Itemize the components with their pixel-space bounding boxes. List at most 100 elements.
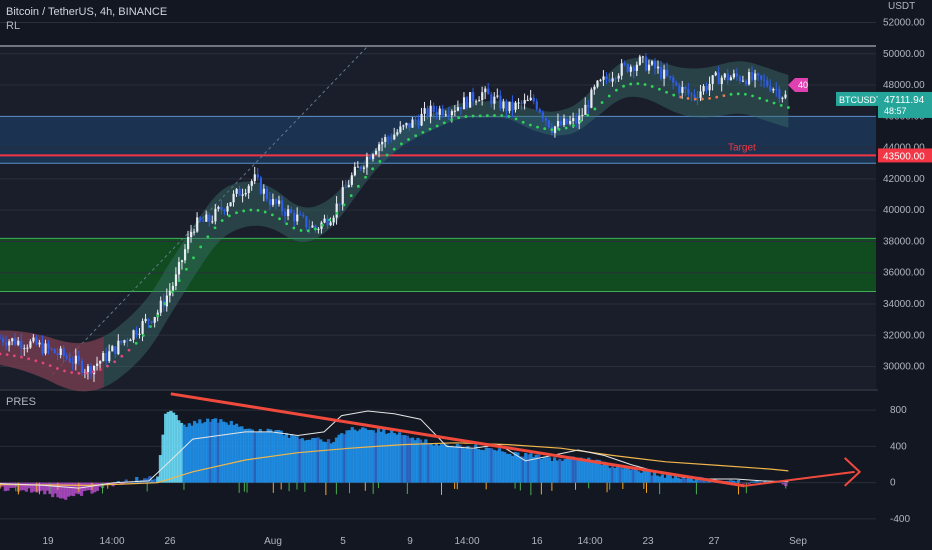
pres-bar bbox=[166, 411, 170, 483]
pres-bar bbox=[563, 459, 567, 483]
candle bbox=[711, 75, 714, 84]
pres-bar bbox=[390, 429, 394, 483]
pres-bar bbox=[397, 432, 402, 483]
candle bbox=[65, 356, 68, 359]
pres-bar bbox=[282, 435, 286, 483]
rl-dot bbox=[77, 371, 81, 375]
candle bbox=[653, 61, 657, 69]
pres-bar bbox=[705, 481, 709, 483]
candle bbox=[529, 97, 532, 101]
rl-dot bbox=[285, 222, 289, 226]
candle bbox=[180, 260, 184, 263]
rl-dot bbox=[787, 106, 790, 109]
pres-bar bbox=[468, 448, 473, 483]
rl-dot bbox=[435, 124, 439, 128]
pres-bar bbox=[240, 426, 244, 483]
pres-bar bbox=[545, 457, 549, 483]
pres-bar bbox=[19, 482, 23, 491]
price-badge bbox=[878, 91, 932, 118]
candle bbox=[587, 104, 590, 108]
candle bbox=[499, 95, 502, 109]
rl-dot bbox=[693, 97, 697, 101]
main-pane bbox=[0, 45, 876, 390]
candle bbox=[205, 214, 208, 222]
candle bbox=[302, 214, 305, 217]
candle bbox=[114, 346, 117, 355]
pres-bar bbox=[192, 420, 197, 483]
pres-bar bbox=[187, 423, 191, 483]
candle bbox=[341, 187, 344, 205]
x-tick-label: 14:00 bbox=[454, 536, 479, 547]
pres-bar bbox=[610, 466, 615, 483]
y-tick-label: 34000.00 bbox=[883, 299, 925, 310]
pres-bar bbox=[232, 424, 236, 483]
x-tick-label: 5 bbox=[340, 536, 346, 547]
rl-dot bbox=[414, 134, 418, 138]
candle bbox=[171, 285, 175, 291]
candle bbox=[38, 342, 41, 345]
rl-dot bbox=[356, 184, 360, 188]
candle bbox=[535, 101, 538, 110]
rl-dot bbox=[700, 97, 704, 101]
pres-bar bbox=[618, 465, 622, 483]
pres-bar bbox=[602, 461, 607, 483]
candle bbox=[744, 80, 748, 85]
candle bbox=[450, 111, 454, 116]
candle bbox=[150, 321, 153, 323]
rl-dot bbox=[84, 371, 88, 375]
pres-bar bbox=[124, 479, 128, 483]
pres-bar bbox=[24, 482, 28, 492]
candle bbox=[581, 114, 584, 116]
candle bbox=[453, 110, 457, 112]
pres-bar bbox=[321, 441, 325, 483]
candle bbox=[729, 77, 732, 81]
candle bbox=[29, 341, 32, 348]
rl-dots bbox=[0, 82, 790, 375]
candle bbox=[168, 290, 172, 296]
candle bbox=[323, 218, 326, 223]
currency-label: USDT bbox=[888, 1, 915, 12]
candle bbox=[102, 353, 105, 362]
candle bbox=[59, 348, 62, 355]
rl-dot bbox=[650, 85, 654, 88]
x-tick-label: 26 bbox=[164, 536, 176, 547]
pres-bar bbox=[132, 482, 136, 483]
pres-bar bbox=[208, 421, 212, 483]
pres-bar bbox=[421, 442, 425, 483]
pres-bar bbox=[179, 422, 184, 483]
candle bbox=[378, 144, 381, 151]
pres-bar bbox=[329, 443, 333, 483]
pres-bar bbox=[69, 482, 73, 496]
rl-dot bbox=[70, 371, 74, 374]
pres-bar bbox=[198, 419, 202, 483]
rl-dot bbox=[199, 245, 203, 249]
pres-bar bbox=[156, 476, 160, 483]
pres-bar bbox=[340, 433, 344, 483]
pres-bar bbox=[229, 420, 233, 483]
pres-bar bbox=[248, 428, 252, 483]
candle bbox=[517, 102, 520, 104]
pres-arrow-head bbox=[843, 457, 862, 487]
candle bbox=[174, 274, 178, 286]
candle bbox=[241, 194, 244, 196]
candle bbox=[563, 118, 566, 126]
trend-line-dashed bbox=[52, 45, 369, 375]
pres-bar bbox=[534, 454, 538, 483]
pres-bar bbox=[287, 437, 291, 483]
pres-bar bbox=[298, 439, 302, 483]
pres-bar bbox=[369, 429, 373, 483]
candle bbox=[465, 97, 469, 108]
candle bbox=[547, 120, 551, 128]
pres-bar bbox=[250, 429, 254, 483]
rl-dot bbox=[299, 229, 303, 232]
candle bbox=[620, 63, 623, 76]
rl-dot bbox=[399, 142, 403, 146]
pres-bar bbox=[592, 461, 596, 483]
rl-dot bbox=[758, 96, 762, 100]
pres-bar bbox=[58, 482, 63, 499]
pres-bar bbox=[316, 437, 320, 483]
pres-bar bbox=[169, 410, 173, 483]
rl-dot bbox=[679, 95, 683, 99]
pres-bar bbox=[114, 482, 118, 484]
